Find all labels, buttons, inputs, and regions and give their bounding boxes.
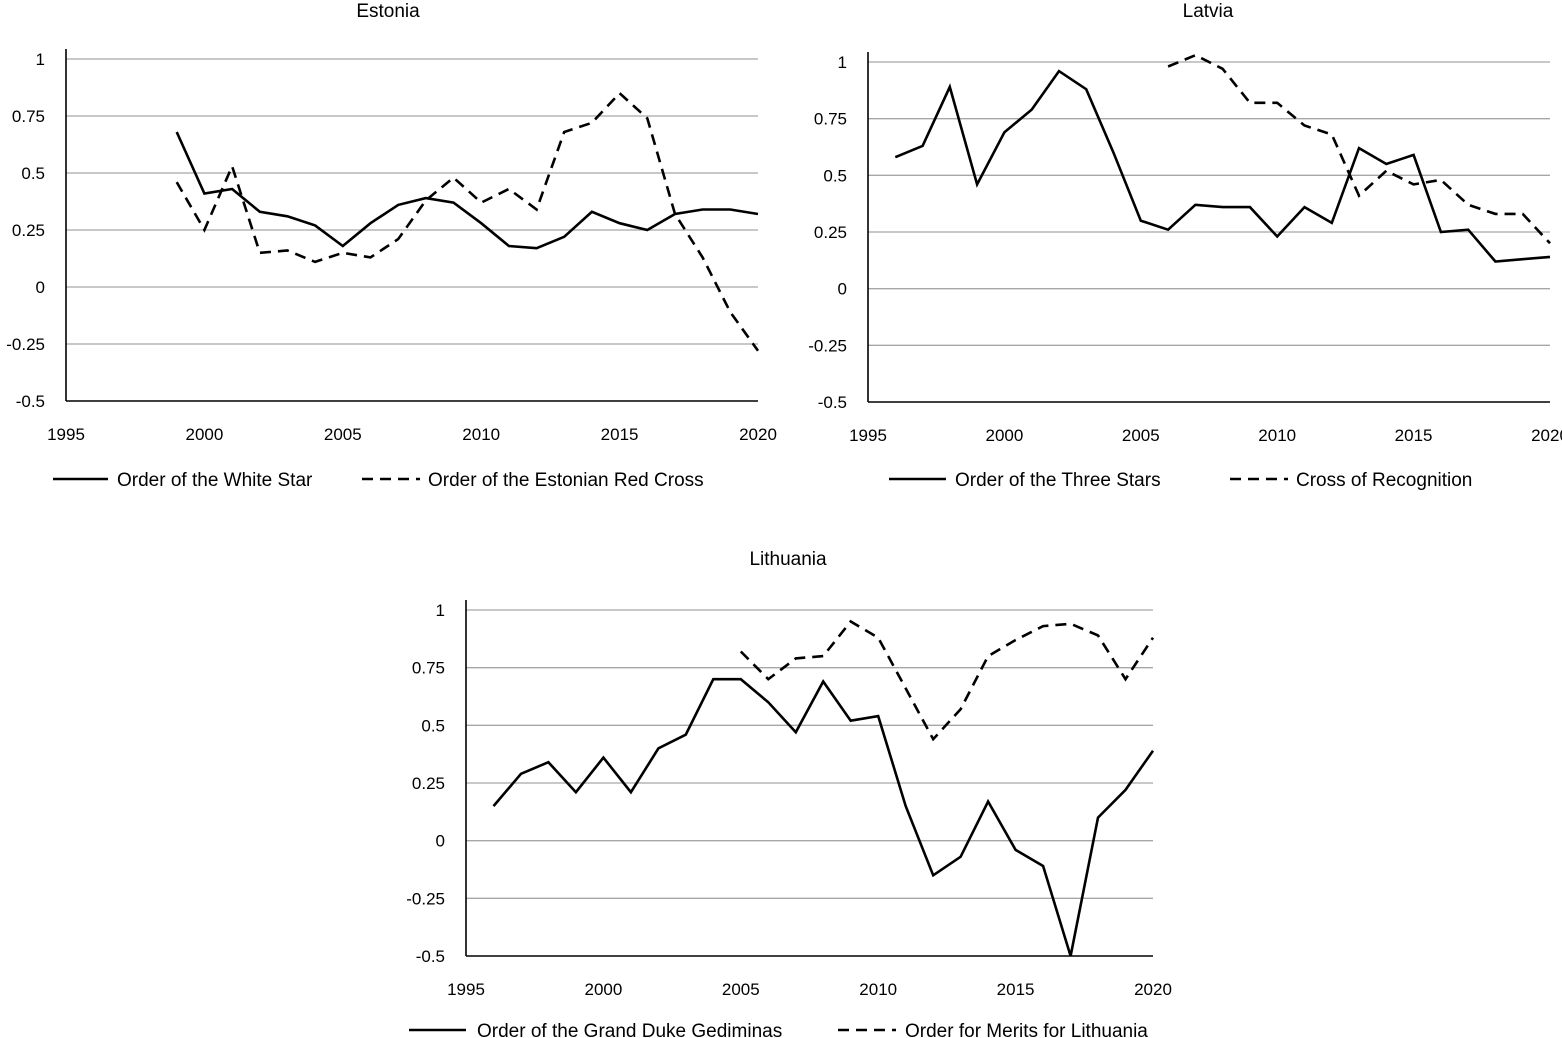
chart-title: Lithuania <box>749 549 827 570</box>
y-tick-label: -0.5 <box>818 393 847 412</box>
y-tick-label: 0 <box>36 278 45 297</box>
x-tick-label: 2000 <box>185 425 223 444</box>
series-line-dashed <box>739 619 1155 742</box>
y-tick-label: 0.75 <box>12 107 45 126</box>
series-line-dashed <box>1167 53 1551 245</box>
x-tick-label: 2020 <box>1134 980 1172 999</box>
x-tick-label: 2005 <box>722 980 760 999</box>
x-tick-label: 1995 <box>849 426 887 445</box>
x-tick-label: 2015 <box>601 425 639 444</box>
x-tick-label: 2010 <box>462 425 500 444</box>
y-tick-label: -0.25 <box>6 335 45 354</box>
x-tick-label: 2000 <box>584 980 622 999</box>
y-tick-label: 0 <box>436 832 445 851</box>
series-lines <box>492 619 1155 957</box>
x-tick-label: 2010 <box>859 980 897 999</box>
legend-label: Order of the Three Stars <box>955 470 1161 491</box>
series-line-solid <box>175 131 759 250</box>
y-tick-label: -0.25 <box>808 336 847 355</box>
y-tick-label: 1 <box>838 53 847 72</box>
y-tick-label: -0.25 <box>406 889 445 908</box>
y-tick-label: 0.25 <box>814 223 847 242</box>
y-tick-label: 0.25 <box>12 221 45 240</box>
chart-title: Estonia <box>356 1 420 22</box>
x-tick-label: 1995 <box>447 980 485 999</box>
legend: Order of the Three Stars Cross of Recogn… <box>889 470 1472 491</box>
series-lines <box>894 53 1551 263</box>
x-tick-label: 2020 <box>739 425 777 444</box>
chart-title: Latvia <box>1183 1 1234 22</box>
y-tick-label: 0 <box>838 280 847 299</box>
y-tick-label: 1 <box>436 601 445 620</box>
legend-label: Order of the White Star <box>117 470 313 491</box>
gridlines <box>465 600 1153 957</box>
x-tick-label: 2005 <box>1122 426 1160 445</box>
series-line-dashed <box>175 91 760 352</box>
y-tick-label: 0.5 <box>823 166 847 185</box>
y-tick-label: -0.5 <box>16 392 45 411</box>
y-tick-label: 0.25 <box>412 774 445 793</box>
x-tick-label: 2015 <box>997 980 1035 999</box>
x-tick-label: 2020 <box>1531 426 1562 445</box>
legend: Order of the White Star Order of the Est… <box>53 470 704 491</box>
x-tick-label: 2005 <box>324 425 362 444</box>
legend-label: Order for Merits for Lithuania <box>905 1021 1148 1038</box>
gridlines <box>65 49 758 402</box>
y-tick-label: 0.75 <box>412 659 445 678</box>
y-tick-label: 0.5 <box>21 164 45 183</box>
legend: Order of the Grand Duke Gediminas Order … <box>409 1021 1148 1038</box>
y-tick-label: -0.5 <box>416 947 445 966</box>
series-line-solid <box>492 677 1155 957</box>
gridlines <box>867 52 1550 403</box>
y-tick-label: 0.5 <box>421 716 445 735</box>
series-lines <box>175 91 760 352</box>
series-line-solid <box>894 69 1551 263</box>
x-tick-label: 2015 <box>1395 426 1433 445</box>
legend-label: Cross of Recognition <box>1296 470 1472 491</box>
x-tick-label: 2010 <box>1258 426 1296 445</box>
legend-label: Order of the Estonian Red Cross <box>428 470 704 491</box>
x-tick-label: 1995 <box>47 425 85 444</box>
y-tick-label: 0.75 <box>814 110 847 129</box>
x-tick-label: 2000 <box>985 426 1023 445</box>
y-tick-label: 1 <box>36 50 45 69</box>
legend-label: Order of the Grand Duke Gediminas <box>477 1021 782 1038</box>
